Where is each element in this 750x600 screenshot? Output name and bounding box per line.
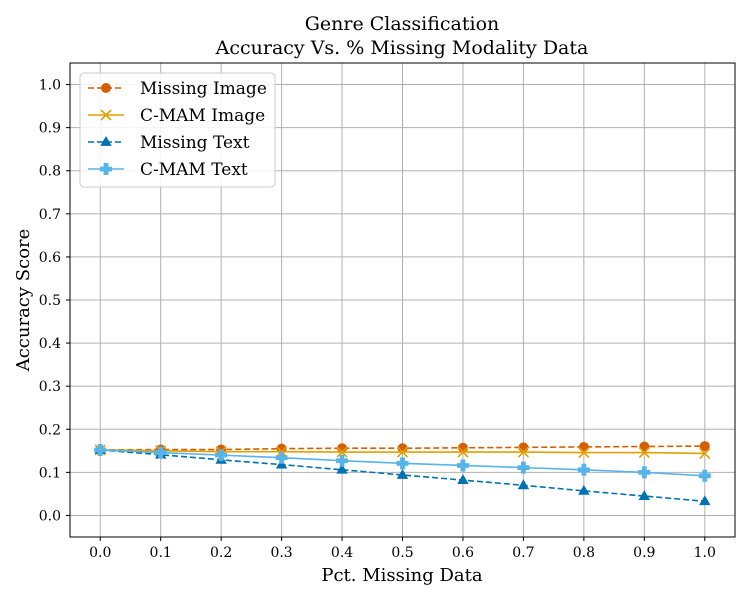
legend-item: Missing Text	[88, 133, 250, 153]
data-point	[215, 449, 228, 462]
y-tick-label: 1.0	[39, 78, 61, 94]
data-point	[578, 446, 590, 459]
x-tick-label: 0.1	[150, 545, 172, 561]
series-line	[100, 449, 705, 503]
legend-item: Missing Image	[88, 79, 267, 99]
data-point	[699, 447, 711, 459]
y-tick-label: 0.2	[39, 422, 61, 438]
y-axis-label: Accuracy Score	[13, 229, 34, 373]
data-point	[336, 463, 348, 474]
legend-label: Missing Image	[140, 79, 267, 99]
y-tick-label: 0.8	[39, 164, 61, 180]
x-axis-label: Pct. Missing Data	[321, 565, 483, 586]
data-point	[578, 441, 589, 452]
series-3	[94, 443, 711, 482]
data-point	[517, 461, 530, 474]
series-lines	[94, 441, 711, 506]
y-tick-label: 0.3	[39, 379, 61, 395]
data-point	[638, 446, 650, 459]
y-tick-label: 0.6	[39, 250, 61, 266]
data-point	[578, 484, 590, 495]
x-tick-label: 0.4	[331, 545, 353, 561]
data-point	[396, 446, 409, 458]
legend-item: C-MAM Text	[88, 160, 248, 180]
x-axis-ticks: 0.0 0.1 0.2 0.3 0.4 0.5 0.6 0.7 0.8 0.9 1.0	[89, 537, 716, 561]
y-tick-label: 0.0	[39, 508, 61, 524]
series-1	[94, 444, 711, 459]
legend-marker	[100, 163, 112, 175]
legend-item: C-MAM Image	[88, 106, 265, 126]
data-point	[276, 446, 288, 458]
x-tick-label: 0.3	[270, 545, 292, 561]
legend-label: C-MAM Image	[140, 106, 265, 126]
data-point	[457, 474, 469, 485]
legend-label: C-MAM Text	[140, 160, 248, 180]
legend-marker	[100, 109, 112, 121]
x-tick-label: 0.5	[391, 545, 413, 561]
data-point	[638, 466, 651, 479]
plot-frame	[69, 62, 736, 538]
legend-marker	[101, 83, 111, 93]
legend-box	[79, 72, 276, 188]
data-point	[457, 446, 469, 458]
data-point	[456, 459, 469, 472]
data-point	[396, 468, 409, 479]
data-point	[577, 463, 590, 476]
data-point	[698, 469, 711, 482]
legend: Missing Image C-MAM Image Missing Text C-MA…	[79, 72, 276, 188]
data-point	[275, 451, 288, 464]
legend-label: Missing Text	[140, 133, 250, 153]
data-point	[699, 495, 711, 506]
y-axis-ticks: 0.0 0.1 0.2 0.3 0.4 0.5 0.6 0.7 0.8 0.9 1.0	[39, 78, 70, 524]
data-point	[518, 442, 529, 453]
y-tick-label: 0.1	[39, 465, 61, 481]
data-point	[154, 446, 167, 459]
data-point	[336, 446, 348, 458]
x-tick-label: 0.6	[452, 545, 474, 561]
y-tick-label: 0.9	[39, 121, 61, 137]
y-tick-label: 0.4	[39, 336, 61, 352]
x-tick-label: 1.0	[694, 545, 716, 561]
data-point	[699, 441, 710, 452]
x-tick-label: 0.0	[89, 545, 111, 561]
chart-subtitle: Accuracy Vs. % Missing Modality Data	[215, 37, 589, 59]
legend-marker	[100, 136, 112, 146]
x-tick-label: 0.2	[210, 545, 232, 561]
data-point	[517, 479, 530, 490]
data-point	[517, 446, 529, 458]
x-tick-label: 0.9	[633, 545, 655, 561]
data-point	[94, 443, 107, 456]
x-tick-label: 0.7	[512, 545, 534, 561]
chart-title: Genre Classification	[305, 13, 500, 35]
data-point	[396, 457, 409, 470]
y-tick-label: 0.5	[39, 293, 61, 309]
data-point	[336, 454, 349, 467]
data-point	[638, 490, 651, 500]
x-tick-label: 0.8	[573, 545, 595, 561]
y-tick-label: 0.7	[39, 207, 61, 223]
